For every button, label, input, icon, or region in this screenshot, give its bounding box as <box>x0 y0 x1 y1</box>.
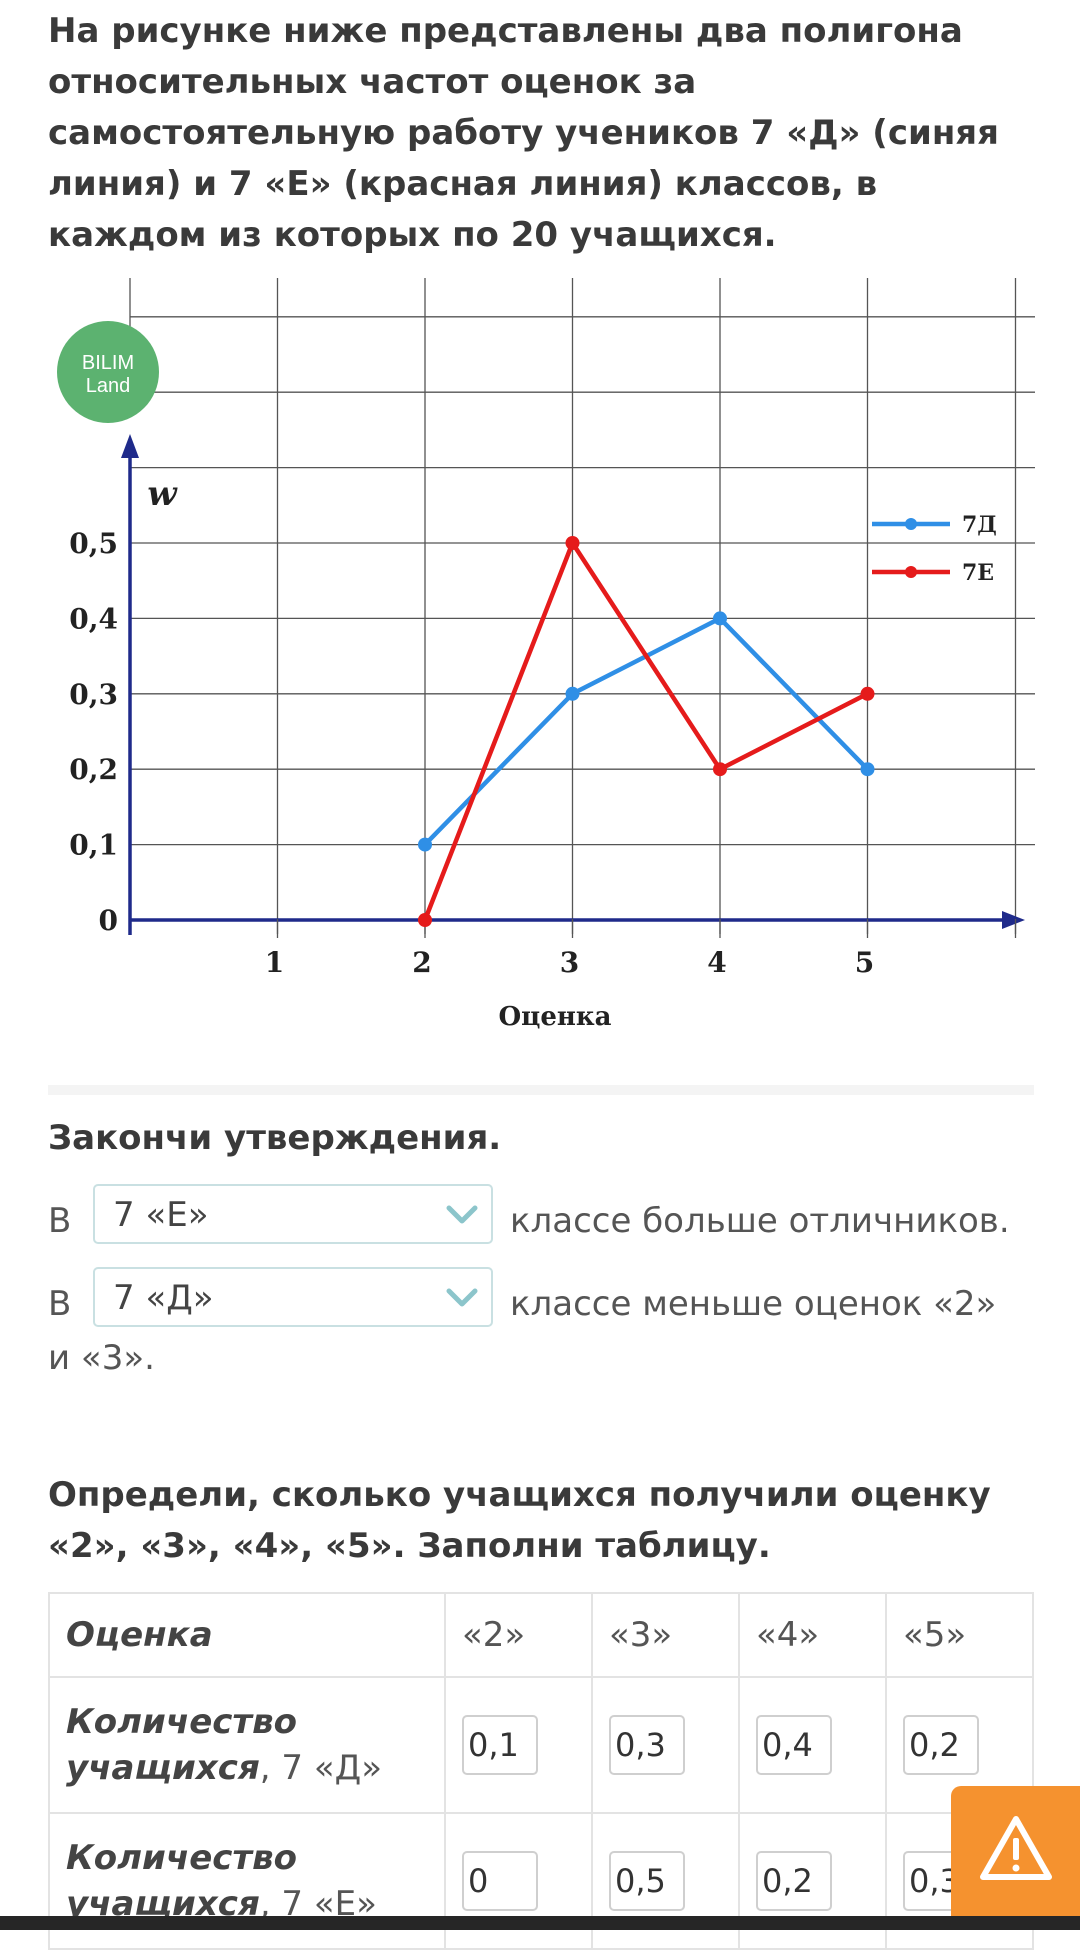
table-header-label: Оценка <box>48 1592 446 1678</box>
statement-suffix: классе меньше оценок «2» <box>510 1284 997 1324</box>
answer-table: Оценка «2» «3» «4» «5» Количество учащих… <box>48 1592 1034 1950</box>
data-point-7Д <box>713 611 727 626</box>
statement-prefix: В <box>48 1284 72 1324</box>
section-divider <box>48 1085 1034 1095</box>
x-axis-label: Оценка <box>498 1002 611 1032</box>
legend-marker <box>905 518 917 530</box>
answer-input[interactable]: 0,4 <box>756 1715 832 1775</box>
answer-input[interactable]: 0,2 <box>903 1715 979 1775</box>
y-tick-label: 0,5 <box>69 527 118 560</box>
chart-legend: 7Д 7Е <box>872 512 997 586</box>
y-tick-label: 0,3 <box>69 678 118 711</box>
section-title-table: Определи, сколько учащихся получили оцен… <box>48 1475 991 1566</box>
chart-grid <box>129 278 1035 938</box>
legend-marker <box>905 566 917 578</box>
data-point-7Д <box>860 762 875 777</box>
data-point-7Е <box>860 686 875 701</box>
x-axis-arrow <box>1002 911 1025 929</box>
chevron-down-icon <box>446 1205 478 1224</box>
y-tick-label: 0,2 <box>69 753 118 786</box>
logo-text-1: BILIM <box>82 352 134 374</box>
table-header-cell: «4» <box>738 1592 887 1678</box>
table-row-label: Количество учащихся, 7 «Д» <box>48 1676 446 1814</box>
report-problem-button[interactable] <box>951 1786 1080 1916</box>
answer-input[interactable]: 0,3 <box>609 1715 685 1775</box>
data-point-7Д <box>418 837 432 852</box>
data-point-7Е <box>418 913 432 927</box>
logo-text-2: Land <box>86 375 131 397</box>
select-value: 7 «Е» <box>113 1195 209 1235</box>
class-select-2[interactable]: 7 «Д» <box>93 1267 493 1327</box>
warning-icon <box>980 1816 1052 1880</box>
y-tick-label: 0,4 <box>69 602 118 635</box>
frequency-polygon-chart: 1 2 3 4 5 0 0,1 0,2 0,3 0,4 0,5 Оценка w 7Д 7Е BILIM … <box>57 278 1035 1032</box>
class-select-1[interactable]: 7 «Е» <box>93 1184 493 1244</box>
statement-suffix: классе больше отличников. <box>510 1201 1010 1241</box>
table-header-cell: «5» <box>885 1592 1034 1678</box>
table-header-cell: «3» <box>591 1592 740 1678</box>
x-tick-label: 5 <box>855 946 874 979</box>
legend-label: 7Е <box>962 560 994 586</box>
answer-input[interactable]: 0 <box>462 1851 538 1911</box>
y-axis-arrow <box>121 434 139 458</box>
chevron-down-icon <box>446 1288 478 1307</box>
legend-label: 7Д <box>962 512 997 538</box>
x-tick-label: 3 <box>560 946 579 979</box>
statement-prefix: В <box>48 1201 72 1241</box>
statement-tail: и «3». <box>48 1338 155 1378</box>
logo-circle <box>57 321 159 423</box>
data-point-7Д <box>565 686 580 701</box>
table-row: Количество учащихся, 7 «Д» 0,1 0,3 0,4 0… <box>48 1676 1034 1814</box>
chart-series <box>418 536 875 927</box>
x-tick-label: 4 <box>707 946 726 979</box>
bottom-bar <box>0 1916 1080 1930</box>
section-title-statements: Закончи утверждения. <box>48 1118 502 1158</box>
table-header-row: Оценка «2» «3» «4» «5» <box>48 1592 1034 1678</box>
select-value: 7 «Д» <box>113 1278 214 1318</box>
table-header-cell: «2» <box>444 1592 593 1678</box>
x-tick-label: 2 <box>412 946 431 979</box>
task-intro: На рисунке ниже представлены два полигон… <box>48 11 999 255</box>
y-tick-label: 0,1 <box>69 829 118 862</box>
data-point-7Е <box>713 762 727 777</box>
answer-input[interactable]: 0,5 <box>609 1851 685 1911</box>
series-line-7Е <box>422 540 869 921</box>
chart-axes <box>121 434 1025 935</box>
data-point-7Е <box>565 536 580 550</box>
answer-input[interactable]: 0,1 <box>462 1715 538 1775</box>
y-tick-label: 0 <box>99 904 118 937</box>
chart-ticks: 1 2 3 4 5 0 0,1 0,2 0,3 0,4 0,5 Оценка w <box>69 474 874 1032</box>
answer-input[interactable]: 0,2 <box>756 1851 832 1911</box>
bilimland-logo: BILIM Land <box>57 321 159 423</box>
x-tick-label: 1 <box>265 946 284 979</box>
y-axis-label: w <box>147 474 178 514</box>
